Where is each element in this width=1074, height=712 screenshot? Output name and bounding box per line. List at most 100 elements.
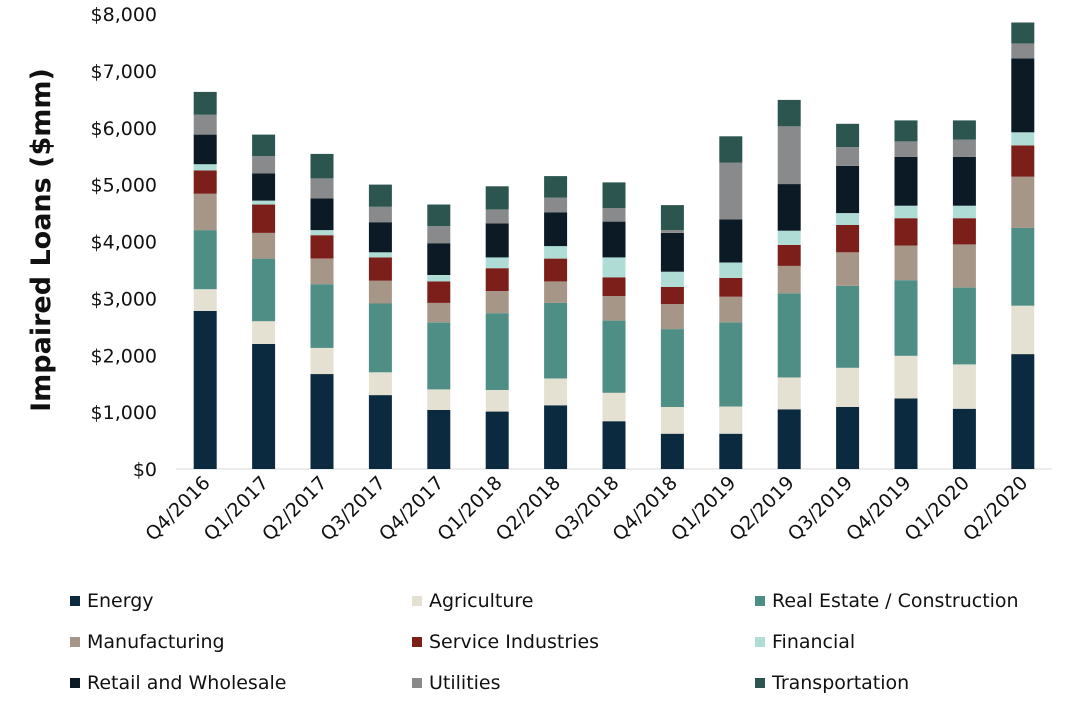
bar-segment-manufacturing-3 — [368, 280, 392, 304]
legend-label: Energy — [87, 590, 154, 612]
bar-segment-utilities-13 — [952, 139, 976, 157]
bar-segment-transportation-13 — [952, 120, 976, 140]
bar-segment-agriculture-0 — [193, 289, 217, 311]
bar-segment-agriculture-1 — [252, 321, 276, 344]
legend-item: Energy — [70, 586, 154, 616]
bar-segment-utilities-3 — [368, 206, 392, 223]
legend-label: Retail and Wholesale — [87, 672, 287, 694]
legend-swatch — [412, 637, 422, 647]
bar-segment-real-estate-construction-3 — [368, 303, 392, 373]
bar-segment-manufacturing-10 — [777, 266, 801, 294]
bar-segment-financial-5 — [485, 257, 509, 269]
bar-segment-utilities-11 — [836, 147, 860, 166]
bar-segment-agriculture-13 — [952, 364, 976, 409]
legend-swatch — [755, 596, 765, 606]
bar-segment-retail-and-wholesale-1 — [252, 173, 276, 201]
bar-segment-real-estate-construction-14 — [1011, 227, 1035, 306]
bar-segment-utilities-2 — [310, 178, 334, 199]
bar-segment-service-industries-8 — [660, 287, 684, 305]
bar-segment-manufacturing-4 — [427, 302, 451, 323]
bar-segment-manufacturing-13 — [952, 244, 976, 288]
bar-segment-financial-4 — [427, 275, 451, 282]
bar-segment-transportation-9 — [719, 136, 743, 163]
bar-segment-transportation-12 — [894, 120, 918, 142]
legend-swatch — [70, 596, 80, 606]
bar-segment-utilities-14 — [1011, 43, 1035, 59]
bar-segment-financial-9 — [719, 262, 743, 278]
bar-segment-retail-and-wholesale-12 — [894, 156, 918, 206]
y-tick-label: $3,000 — [91, 288, 157, 310]
bar-segment-utilities-12 — [894, 141, 918, 157]
bar-segment-service-industries-9 — [719, 277, 743, 297]
bar-segment-financial-6 — [544, 246, 568, 259]
bar-segment-manufacturing-2 — [310, 258, 334, 285]
bar-segment-manufacturing-7 — [602, 296, 626, 321]
bar-segment-manufacturing-0 — [193, 193, 217, 231]
bar-segment-energy-10 — [777, 409, 801, 469]
bar-segment-transportation-2 — [310, 153, 334, 179]
legend-swatch — [70, 637, 80, 647]
bar-segment-retail-and-wholesale-13 — [952, 156, 976, 206]
bar-segment-real-estate-construction-0 — [193, 230, 217, 290]
legend-swatch — [755, 678, 765, 688]
legend-item: Service Industries — [412, 627, 599, 657]
bar-segment-real-estate-construction-6 — [544, 302, 568, 379]
bar-segment-manufacturing-12 — [894, 245, 918, 281]
legend-swatch — [70, 678, 80, 688]
bar-segment-transportation-7 — [602, 182, 626, 208]
bar-segment-transportation-1 — [252, 134, 276, 157]
bars — [193, 22, 1035, 469]
bar-segment-agriculture-2 — [310, 347, 334, 375]
bar-segment-retail-and-wholesale-0 — [193, 134, 217, 165]
bar-segment-utilities-0 — [193, 114, 217, 135]
bar-segment-financial-12 — [894, 205, 918, 219]
bar-segment-financial-7 — [602, 257, 626, 278]
bar-segment-manufacturing-5 — [485, 291, 509, 314]
bar-segment-service-industries-5 — [485, 268, 509, 291]
legend-swatch — [755, 637, 765, 647]
y-tick-label: $7,000 — [91, 61, 157, 83]
legend-label: Financial — [772, 631, 856, 653]
y-tick-label: $5,000 — [91, 175, 157, 197]
bar-segment-utilities-4 — [427, 226, 451, 244]
bar-segment-utilities-7 — [602, 207, 626, 222]
legend-label: Service Industries — [429, 631, 600, 653]
y-tick-label: $6,000 — [91, 118, 157, 140]
bar-segment-real-estate-construction-11 — [836, 285, 860, 368]
bar-segment-energy-3 — [368, 395, 392, 469]
bar-segment-energy-12 — [894, 398, 918, 469]
bar-segment-utilities-5 — [485, 209, 509, 224]
bar-segment-utilities-9 — [719, 162, 743, 220]
bar-segment-manufacturing-8 — [660, 304, 684, 330]
y-tick-label: $2,000 — [91, 345, 157, 367]
bar-segment-energy-4 — [427, 409, 451, 469]
bar-segment-transportation-3 — [368, 184, 392, 207]
bar-segment-real-estate-construction-8 — [660, 329, 684, 407]
bar-segment-transportation-14 — [1011, 22, 1035, 44]
bar-segment-manufacturing-14 — [1011, 176, 1035, 228]
bar-segment-service-industries-3 — [368, 257, 392, 281]
legend-item: Financial — [755, 627, 855, 657]
bar-segment-agriculture-10 — [777, 377, 801, 410]
y-tick-label: $4,000 — [91, 232, 157, 254]
bar-segment-retail-and-wholesale-11 — [836, 165, 860, 214]
bar-segment-real-estate-construction-5 — [485, 313, 509, 390]
bar-segment-retail-and-wholesale-6 — [544, 212, 568, 247]
bar-segment-energy-8 — [660, 433, 684, 469]
bar-segment-energy-6 — [544, 405, 568, 469]
bar-segment-agriculture-11 — [836, 367, 860, 407]
legend-label: Manufacturing — [87, 631, 225, 653]
bar-segment-manufacturing-11 — [836, 252, 860, 286]
y-tick-label: $8,000 — [91, 4, 157, 26]
bar-segment-retail-and-wholesale-3 — [368, 222, 392, 253]
bar-segment-real-estate-construction-7 — [602, 320, 626, 393]
bar-segment-financial-13 — [952, 205, 976, 219]
bar-segment-financial-11 — [836, 213, 860, 225]
bar-segment-financial-1 — [252, 200, 276, 205]
bar-segment-transportation-6 — [544, 176, 568, 198]
y-axis: $0 $1,000 $2,000 $3,000 $4,000 $5,000 $6,000 $7… — [91, 4, 157, 481]
legend-swatch — [412, 678, 422, 688]
bar-segment-real-estate-construction-2 — [310, 284, 334, 348]
bar-segment-agriculture-9 — [719, 406, 743, 434]
bar-segment-agriculture-8 — [660, 407, 684, 434]
